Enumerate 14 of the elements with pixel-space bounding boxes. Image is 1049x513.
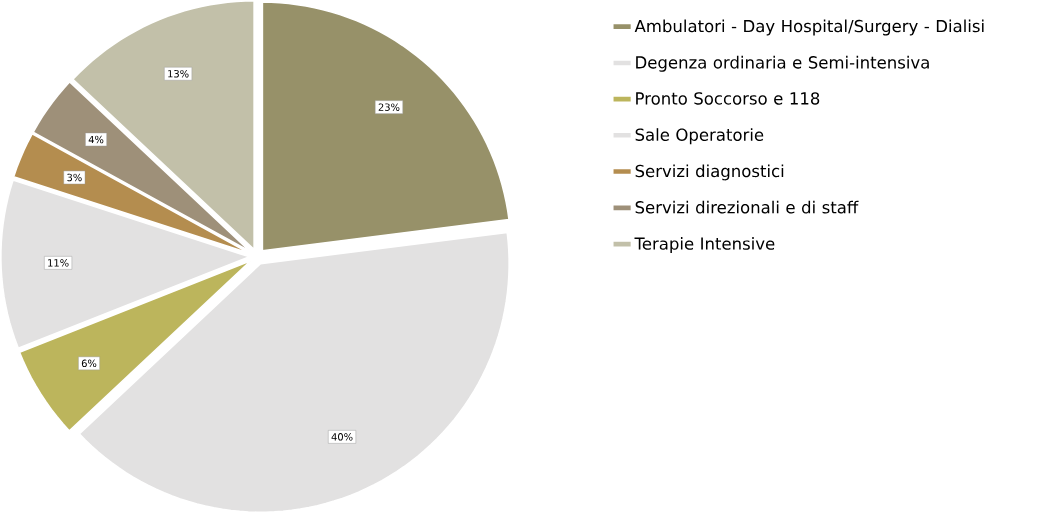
legend-label: Pronto Soccorso e 118 (636, 92, 820, 105)
legend-label: Ambulatori - Day Hospital/Surgery - Dialisi (634, 19, 984, 36)
data-label: 6% (81, 359, 97, 368)
legend-label: Degenza ordinaria e Semi-intensiva (636, 55, 929, 72)
data-label: 23% (378, 103, 400, 111)
data-label: 3% (67, 173, 82, 182)
legend-label: Sale Operatorie (635, 128, 764, 145)
data-label: 11% (48, 259, 69, 267)
data-label: 13% (168, 69, 189, 78)
legend-label: Servizi direzionali e di staff (635, 200, 859, 214)
legend-label: Terapie Intensive (634, 237, 775, 254)
data-label: 40% (331, 433, 353, 441)
legend-label: Servizi diagnostici (635, 164, 784, 181)
data-label: 4% (88, 135, 104, 144)
